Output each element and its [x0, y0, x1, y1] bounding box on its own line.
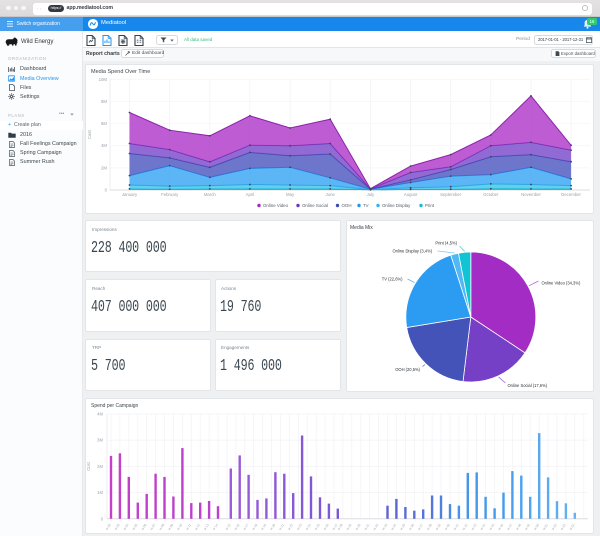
svg-text:July: July — [367, 192, 375, 197]
svg-text:w 20: w 20 — [269, 523, 276, 531]
svg-text:w 34: w 34 — [390, 523, 397, 531]
svg-text:3M: 3M — [97, 438, 103, 443]
svg-text:August: August — [404, 192, 418, 197]
svg-text:w 03: w 03 — [114, 523, 121, 531]
svg-text:November: November — [521, 192, 541, 197]
svg-text:w 23: w 23 — [296, 523, 303, 531]
svg-text:March: March — [204, 192, 217, 197]
svg-text:1M: 1M — [97, 490, 103, 495]
svg-text:w 05: w 05 — [131, 523, 138, 531]
svg-text:w 24: w 24 — [305, 523, 312, 531]
svg-text:Print: Print — [425, 203, 435, 208]
svg-text:w 12: w 12 — [194, 523, 201, 531]
svg-text:w 27: w 27 — [331, 523, 338, 531]
svg-text:September: September — [440, 192, 462, 197]
svg-text:w 50: w 50 — [533, 523, 540, 531]
svg-text:10M: 10M — [99, 77, 108, 82]
svg-text:December: December — [561, 192, 581, 197]
svg-text:Online Display (3,4%): Online Display (3,4%) — [392, 248, 432, 253]
svg-text:w 02: w 02 — [105, 523, 112, 531]
svg-text:8M: 8M — [101, 99, 107, 104]
svg-text:w 41: w 41 — [453, 523, 460, 531]
svg-text:OOH: OOH — [342, 203, 352, 208]
svg-text:May: May — [286, 192, 295, 197]
svg-text:w 30: w 30 — [354, 523, 361, 531]
svg-text:w 25: w 25 — [314, 523, 321, 531]
svg-text:w 45: w 45 — [488, 523, 495, 531]
svg-text:w 14: w 14 — [212, 523, 219, 531]
svg-text:w 39: w 39 — [435, 523, 442, 531]
svg-text:w 49: w 49 — [524, 523, 531, 531]
svg-text:w 52: w 52 — [551, 523, 558, 531]
svg-text:2M: 2M — [97, 464, 103, 469]
svg-text:w 37: w 37 — [417, 523, 424, 531]
svg-text:w 08: w 08 — [158, 523, 165, 531]
svg-text:Online Display: Online Display — [382, 203, 411, 208]
svg-text:w 38: w 38 — [426, 523, 433, 531]
svg-text:OOH (20,5%): OOH (20,5%) — [395, 367, 420, 372]
svg-text:w 07: w 07 — [149, 523, 156, 531]
svg-text:w 44: w 44 — [479, 523, 486, 531]
svg-text:w 33: w 33 — [381, 523, 388, 531]
svg-text:2M: 2M — [101, 165, 107, 170]
svg-text:October: October — [483, 192, 499, 197]
svg-text:w 31: w 31 — [363, 523, 370, 531]
svg-text:Online Social (17,6%): Online Social (17,6%) — [507, 383, 547, 388]
svg-text:w 46: w 46 — [497, 523, 504, 531]
svg-text:w 17: w 17 — [242, 523, 249, 531]
svg-text:Online Video: Online Video — [263, 203, 289, 208]
svg-text:Print (4,5%): Print (4,5%) — [435, 240, 457, 245]
svg-text:w 54: w 54 — [568, 523, 575, 531]
svg-text:Cost: Cost — [87, 129, 92, 139]
svg-text:w 48: w 48 — [515, 523, 522, 531]
svg-text:w 21: w 21 — [278, 523, 285, 531]
svg-text:w 09: w 09 — [167, 523, 174, 531]
svg-text:w 42: w 42 — [461, 523, 468, 531]
svg-text:w 22: w 22 — [287, 523, 294, 531]
svg-text:w 19: w 19 — [260, 523, 267, 531]
svg-text:w 47: w 47 — [506, 523, 513, 531]
svg-text:w 16: w 16 — [233, 523, 240, 531]
svg-text:Online Social: Online Social — [302, 203, 328, 208]
svg-text:February: February — [161, 192, 179, 197]
svg-text:w 26: w 26 — [323, 523, 330, 531]
svg-text:w 51: w 51 — [542, 523, 549, 531]
svg-text:TV (22,6%): TV (22,6%) — [381, 276, 402, 281]
svg-text:June: June — [326, 192, 336, 197]
svg-text:4M: 4M — [101, 143, 107, 148]
svg-text:w 35: w 35 — [399, 523, 406, 531]
svg-text:w 15: w 15 — [224, 523, 231, 531]
svg-text:Cost: Cost — [86, 461, 91, 470]
svg-text:w 11: w 11 — [185, 523, 192, 531]
svg-text:4M: 4M — [97, 412, 103, 417]
svg-text:6M: 6M — [101, 121, 107, 126]
svg-text:w 29: w 29 — [345, 523, 352, 531]
svg-text:w 36: w 36 — [408, 523, 415, 531]
svg-text:TV: TV — [363, 203, 369, 208]
svg-text:w 43: w 43 — [470, 523, 477, 531]
svg-text:w 13: w 13 — [203, 523, 210, 531]
svg-text:w 06: w 06 — [140, 523, 147, 531]
svg-text:w 10: w 10 — [176, 523, 183, 531]
svg-text:w 40: w 40 — [444, 523, 451, 531]
svg-text:w 32: w 32 — [372, 523, 379, 531]
svg-text:0: 0 — [101, 516, 104, 521]
svg-text:w 04: w 04 — [122, 523, 129, 531]
svg-text:w 53: w 53 — [560, 523, 567, 531]
svg-text:Online Video (34,3%): Online Video (34,3%) — [541, 280, 580, 285]
svg-text:w 18: w 18 — [251, 523, 258, 531]
svg-text:0: 0 — [105, 188, 108, 193]
svg-text:w 28: w 28 — [337, 523, 344, 531]
svg-text:April: April — [246, 192, 255, 197]
svg-text:January: January — [122, 192, 138, 197]
